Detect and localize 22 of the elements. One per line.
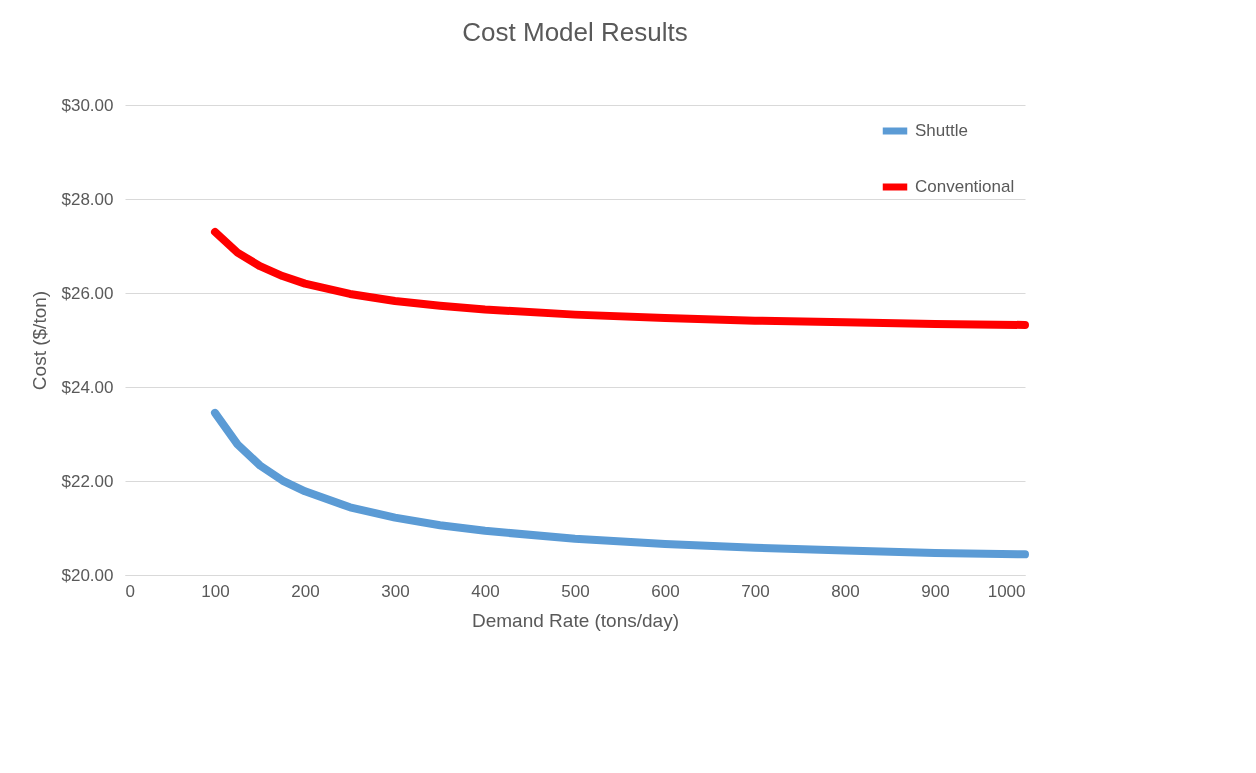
x-axis-title: Demand Rate (tons/day): [472, 609, 679, 631]
x-tick-label: 200: [291, 581, 320, 601]
x-tick-label: 1000: [987, 581, 1026, 601]
y-tick-label: $28.00: [61, 189, 114, 209]
y-tick-label: $24.00: [61, 377, 114, 397]
x-tick-label: 500: [561, 581, 590, 601]
y-tick-label: $30.00: [61, 95, 114, 115]
y-tick-label: $22.00: [61, 471, 114, 491]
y-tick-label: $20.00: [61, 565, 114, 585]
x-tick-label: 600: [651, 581, 680, 601]
chart-title: Cost Model Results: [462, 17, 688, 47]
x-tick-label: 400: [471, 581, 500, 601]
x-tick-label: 900: [921, 581, 950, 601]
x-tick-label: 300: [381, 581, 410, 601]
x-tick-label: 700: [741, 581, 770, 601]
legend-label: Conventional: [915, 177, 1015, 196]
x-tick-label: 800: [831, 581, 860, 601]
x-tick-label: 100: [201, 581, 230, 601]
legend-label: Shuttle: [915, 121, 968, 140]
y-tick-label: $26.00: [61, 283, 114, 303]
x-tick-label: 0: [125, 581, 135, 601]
y-axis-title: Cost ($/ton): [28, 290, 50, 391]
